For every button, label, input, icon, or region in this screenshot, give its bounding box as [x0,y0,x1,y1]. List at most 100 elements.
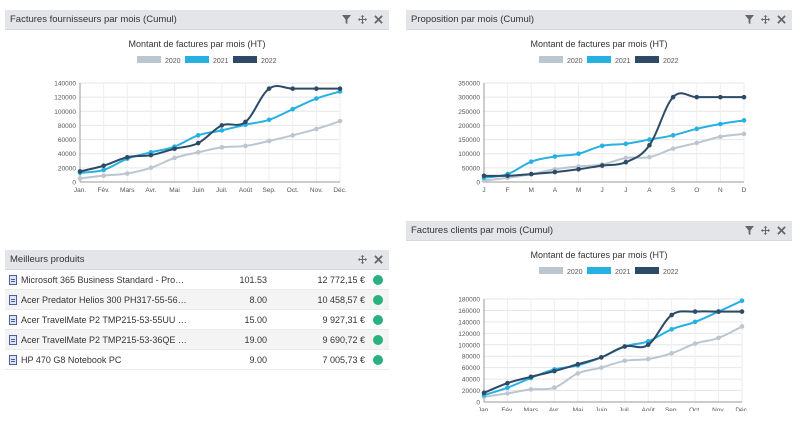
product-amount: 12 772,15 € [317,274,366,285]
product-name-link[interactable]: HP 470 G8 Notebook PC [21,354,122,365]
move-icon[interactable] [357,255,367,265]
x-tick-label: S [671,187,676,194]
move-icon[interactable] [760,226,770,236]
panel-meilleurs-produits: Meilleurs produits Microsoft 365 Busines… [5,250,389,374]
chart-title: Montant de factures par mois (HT) [530,250,667,260]
legend-label-2021: 2021 [213,58,229,65]
x-tick-label: Sep. [262,187,276,194]
data-point-2022 [314,86,319,91]
data-point-2022 [243,119,248,125]
close-icon[interactable] [373,255,383,265]
data-point-2020 [148,165,154,171]
data-point-2021 [552,154,558,159]
data-point-2022 [172,146,177,152]
legend-label-2020: 2020 [567,58,583,65]
data-point-2022 [576,166,581,172]
list-item: HP 470 G8 Notebook PC 9.00 7 005,73 € [5,350,389,370]
product-name-link[interactable]: Acer TravelMate P2 TMP215-53-36QE Ord... [21,334,189,345]
filter-icon[interactable] [744,226,754,236]
x-tick-label: Nov. [712,407,725,411]
x-tick-label: Sep. [665,407,679,411]
filter-icon[interactable] [744,15,754,25]
chart-area: Montant de factures par mois (HT) 2020 202… [406,241,792,411]
data-point-2022 [505,173,510,179]
y-tick-label: 80000 [58,123,76,130]
legend-swatch-2020 [539,56,563,63]
data-point-2022 [692,309,698,314]
data-point-2020 [575,371,581,376]
product-name-link[interactable]: Acer TravelMate P2 TMP215-53-55UU Ord... [21,314,189,325]
series-line-2021 [483,299,743,397]
clients-chart: Montant de factures par mois (HT) 2020 202… [458,250,749,411]
data-point-2022 [528,171,534,177]
data-point-2022 [552,169,558,175]
data-point-2022 [670,94,676,100]
x-tick-label: A [647,187,652,194]
data-point-2020 [716,335,721,341]
data-point-2022 [266,86,272,91]
close-icon[interactable] [373,15,383,25]
data-point-2020 [692,341,698,346]
fournisseurs-chart: Montant de factures par mois (HT) 2020 202… [54,39,347,194]
y-tick-label: 180000 [458,297,480,304]
product-icon [9,334,17,345]
y-tick-label: 140000 [458,319,480,326]
product-qty: 8.00 [249,294,267,305]
move-icon[interactable] [357,15,367,25]
data-point-2022 [552,368,557,374]
data-point-2021 [219,128,225,133]
y-tick-label: 120000 [54,95,76,102]
data-point-2021 [314,96,319,101]
data-point-2020 [219,145,225,150]
close-icon[interactable] [776,15,786,25]
panel-clients: Factures clients par mois (Cumul) Montan… [406,221,792,411]
product-name-link[interactable]: Acer Predator Helios 300 PH317-55-56YS .… [21,294,189,305]
product-amount: 10 458,57 € [317,294,366,305]
data-point-2022 [718,94,723,100]
x-tick-label: Fév. [98,187,110,194]
y-tick-label: 100000 [54,109,76,116]
move-icon[interactable] [760,15,770,25]
data-point-2022 [148,152,154,158]
data-point-2020 [669,351,674,356]
x-tick-label: Jan. [478,407,490,411]
x-tick-label: Avr. [145,187,156,194]
data-point-2022 [599,163,605,168]
x-tick-label: Déc. [333,187,347,194]
y-tick-label: 20000 [462,388,480,395]
data-point-2020 [528,387,534,392]
products-list: Microsoft 365 Business Standard - Provis… [5,270,389,370]
x-tick-label: J [482,187,485,194]
x-tick-label: Mai [169,187,179,194]
legend-label-2021: 2021 [615,58,631,65]
data-point-2021 [505,385,510,390]
data-point-2022 [337,86,343,91]
legend-label-2020: 2020 [567,269,583,276]
data-point-2022 [739,309,745,314]
legend-label-2022: 2022 [261,58,277,65]
list-item: Acer TravelMate P2 TMP215-53-36QE Ord...… [5,330,389,350]
y-tick-label: 250000 [458,109,480,116]
series-line-2020 [79,120,341,180]
y-tick-label: 60000 [58,137,76,144]
x-tick-label: Déc. [735,407,749,411]
x-tick-label: Mars [120,187,135,194]
y-tick-label: 140000 [54,81,76,88]
x-tick-label: D [742,187,747,194]
data-point-2021 [195,133,201,138]
x-tick-label: Fév. [501,407,513,411]
y-tick-label: 300000 [458,95,480,102]
series-line-2022 [79,85,340,173]
legend-swatch-2022 [635,56,659,63]
list-item: Microsoft 365 Business Standard - Provis… [5,270,389,290]
data-point-2022 [77,169,83,174]
data-point-2020 [718,134,723,140]
legend-label-2020: 2020 [165,58,181,65]
list-item: Acer Predator Helios 300 PH317-55-56YS .… [5,290,389,310]
filter-icon[interactable] [341,15,351,25]
panel-title: Meilleurs produits [10,254,85,265]
panel-proposition: Proposition par mois (Cumul) Montant de … [406,10,792,194]
close-icon[interactable] [776,226,786,236]
data-point-2021 [647,137,652,142]
product-name-link[interactable]: Microsoft 365 Business Standard - Provis… [21,274,189,285]
